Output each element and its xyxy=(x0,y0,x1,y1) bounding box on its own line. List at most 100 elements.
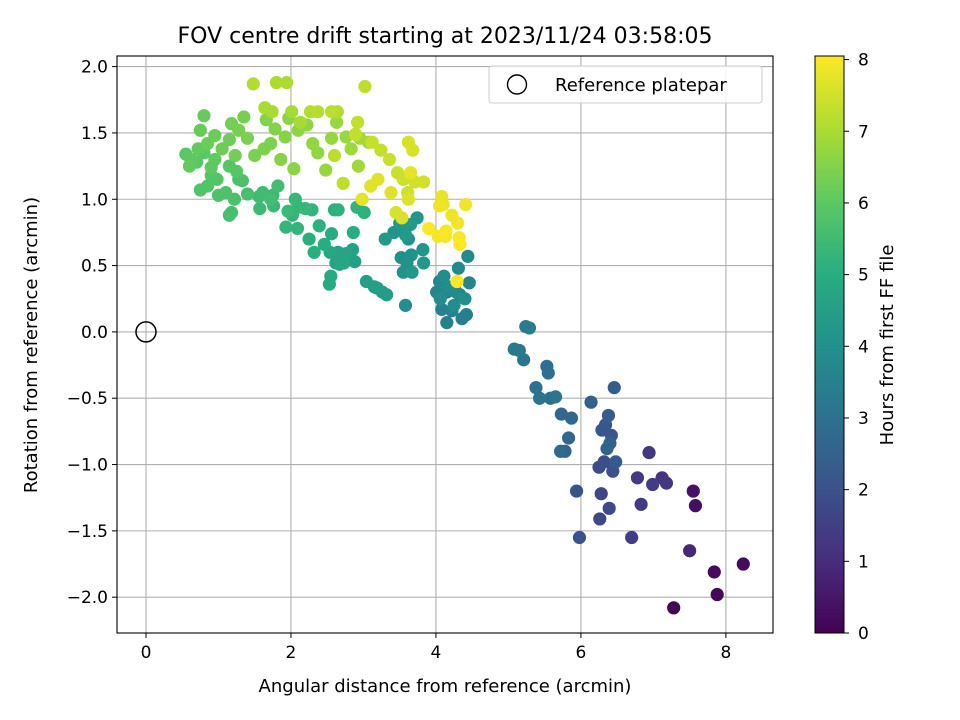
colorbar-tick-label: 3 xyxy=(858,409,869,429)
data-point xyxy=(630,471,645,485)
data-point xyxy=(422,221,436,236)
data-point xyxy=(522,321,537,335)
data-point xyxy=(324,105,339,119)
data-point xyxy=(330,115,344,129)
data-point xyxy=(532,391,547,405)
data-point xyxy=(600,442,614,456)
y-tick-label: −0.5 xyxy=(67,389,108,409)
data-point xyxy=(237,110,251,124)
data-point xyxy=(561,431,576,445)
data-point xyxy=(440,316,454,330)
data-point xyxy=(401,192,415,206)
data-point xyxy=(459,308,473,322)
data-point xyxy=(710,587,724,602)
data-point xyxy=(453,237,467,251)
data-point xyxy=(625,530,639,545)
y-tick-label: 1.0 xyxy=(81,190,108,210)
data-point xyxy=(459,197,473,212)
data-point xyxy=(450,274,464,289)
data-point xyxy=(461,249,475,263)
data-point xyxy=(293,115,307,129)
data-point xyxy=(210,172,224,186)
data-point xyxy=(215,142,229,156)
data-point xyxy=(253,201,267,216)
x-tick-label: 6 xyxy=(575,643,586,663)
x-axis-label: Angular distance from reference (arcmin) xyxy=(259,676,632,697)
chart-title: FOV centre drift starting at 2023/11/24 … xyxy=(178,24,713,49)
x-tick-label: 4 xyxy=(431,643,442,663)
data-point xyxy=(312,219,326,233)
data-point xyxy=(378,232,392,246)
data-point xyxy=(395,211,409,225)
data-point xyxy=(240,131,255,145)
data-point xyxy=(222,159,236,173)
data-point xyxy=(593,512,607,526)
data-point xyxy=(327,148,342,163)
data-point xyxy=(346,225,360,240)
data-point xyxy=(686,484,700,498)
data-point xyxy=(268,122,282,136)
colorbar-tick-label: 4 xyxy=(858,337,869,357)
data-point xyxy=(337,256,351,270)
data-point xyxy=(311,146,325,160)
data-point xyxy=(609,455,623,469)
plot-area-frame xyxy=(116,55,774,634)
data-point xyxy=(406,143,420,157)
data-point xyxy=(597,455,611,469)
x-tick-label: 2 xyxy=(286,643,297,663)
data-point xyxy=(435,302,449,316)
data-point xyxy=(380,288,394,302)
data-point xyxy=(358,79,372,94)
data-point xyxy=(462,276,476,290)
data-point xyxy=(287,162,301,176)
data-point xyxy=(324,227,339,241)
data-point xyxy=(365,135,379,149)
data-point xyxy=(317,237,331,251)
axis-ticks: 0 2 4 6 8 −2.0 −1.5 −1.0 −0.5 0.0 0.5 1.0 1.5 2.0 xyxy=(67,58,732,663)
y-tick-label: 0.5 xyxy=(81,257,108,277)
data-point xyxy=(374,143,388,157)
data-point xyxy=(541,366,555,380)
y-tick-label: 0.0 xyxy=(81,323,108,343)
colorbar-tick-label: 2 xyxy=(858,481,869,501)
data-point xyxy=(416,243,430,257)
data-point xyxy=(228,148,242,163)
data-point xyxy=(683,544,697,558)
legend: Reference platepar xyxy=(488,65,763,104)
data-point xyxy=(572,530,587,545)
data-point xyxy=(285,105,299,119)
data-point xyxy=(405,265,419,279)
data-point xyxy=(451,216,465,230)
data-point xyxy=(208,152,222,167)
data-point xyxy=(197,109,211,123)
colorbar: 0 1 2 3 4 5 6 7 8 Hours from first FF file xyxy=(814,51,898,644)
data-point xyxy=(736,557,750,571)
y-tick-label: −1.0 xyxy=(67,456,108,476)
data-point xyxy=(248,148,262,163)
y-tick-label: −1.5 xyxy=(67,522,108,542)
data-point xyxy=(274,152,288,167)
data-point xyxy=(298,201,313,216)
data-point xyxy=(281,204,295,218)
data-point xyxy=(319,163,333,177)
data-point xyxy=(264,136,278,151)
data-point xyxy=(288,192,302,206)
colorbar-gradient xyxy=(814,55,845,634)
data-point xyxy=(554,407,568,421)
data-point xyxy=(193,123,207,137)
data-point xyxy=(659,476,674,490)
data-point xyxy=(351,115,365,129)
data-point xyxy=(211,188,226,202)
colorbar-tick-label: 8 xyxy=(858,51,869,71)
y-axis-label: Rotation from reference (arcmin) xyxy=(21,197,42,493)
data-point xyxy=(232,123,246,137)
data-point xyxy=(311,105,325,119)
data-point xyxy=(458,292,472,306)
data-point xyxy=(432,199,447,213)
data-point xyxy=(224,205,239,220)
data-point xyxy=(447,298,461,312)
data-point xyxy=(382,152,397,167)
data-point xyxy=(182,159,197,173)
data-point xyxy=(602,501,616,515)
